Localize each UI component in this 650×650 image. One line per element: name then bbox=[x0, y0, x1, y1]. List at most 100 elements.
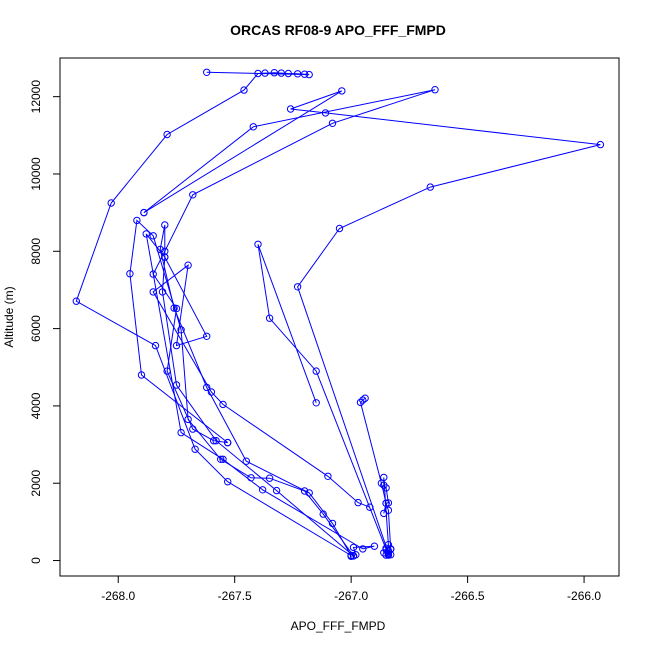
data-point bbox=[72, 297, 81, 305]
y-tick-label: 10000 bbox=[29, 157, 43, 191]
y-tick-label: 8000 bbox=[29, 238, 43, 265]
series-line bbox=[145, 233, 375, 557]
y-tick-label: 6000 bbox=[29, 315, 43, 342]
x-tick-label: -267.5 bbox=[218, 589, 252, 603]
y-tick-label: 2000 bbox=[29, 470, 43, 497]
series-group bbox=[254, 240, 393, 559]
data-point bbox=[217, 455, 225, 463]
data-point bbox=[431, 86, 439, 94]
data-point bbox=[305, 70, 313, 79]
data-point bbox=[212, 437, 220, 445]
data-point bbox=[219, 400, 227, 409]
x-tick-label: -268.0 bbox=[101, 589, 135, 603]
data-point bbox=[184, 415, 192, 424]
data-point bbox=[249, 123, 258, 131]
x-axis: -268.0 -267.5 -267.0 -266.5 -266.0 bbox=[101, 575, 601, 603]
data-point bbox=[189, 191, 197, 199]
data-point bbox=[242, 457, 251, 465]
data-point bbox=[163, 367, 171, 375]
data-point bbox=[293, 283, 302, 291]
data-point bbox=[286, 105, 295, 113]
data-point bbox=[338, 87, 346, 95]
series-line bbox=[75, 71, 352, 556]
data-point bbox=[359, 396, 367, 404]
data-point bbox=[224, 478, 232, 486]
data-point bbox=[247, 474, 255, 482]
data-point bbox=[203, 68, 211, 77]
data-point bbox=[356, 398, 365, 407]
data-point bbox=[328, 519, 337, 528]
series-line bbox=[359, 397, 392, 549]
data-layer bbox=[72, 68, 605, 560]
data-point bbox=[240, 86, 248, 94]
plot-frame bbox=[59, 57, 620, 577]
data-point bbox=[265, 474, 274, 482]
data-point bbox=[161, 221, 169, 229]
data-point bbox=[149, 288, 157, 296]
data-point bbox=[163, 130, 171, 139]
data-point bbox=[172, 341, 181, 350]
data-point bbox=[107, 199, 115, 207]
data-point bbox=[156, 245, 164, 254]
x-tick-label: -267.0 bbox=[334, 589, 368, 603]
data-point bbox=[126, 270, 134, 278]
data-point bbox=[149, 270, 157, 278]
chart-title: ORCAS RF08-9 APO_FFF_FMPD bbox=[230, 22, 446, 38]
data-point bbox=[349, 543, 358, 552]
data-point bbox=[151, 341, 160, 350]
series-group bbox=[126, 216, 358, 560]
series-group bbox=[140, 87, 605, 557]
data-point bbox=[219, 455, 227, 463]
series-line bbox=[143, 89, 436, 444]
data-point bbox=[380, 481, 388, 489]
series-group bbox=[72, 68, 355, 560]
data-point bbox=[284, 69, 292, 78]
x-tick-label: -266.5 bbox=[451, 589, 485, 603]
data-point bbox=[142, 230, 150, 238]
x-axis-label: APO_FFF_FMPD bbox=[291, 619, 386, 633]
data-point bbox=[361, 394, 369, 402]
series-group bbox=[356, 394, 395, 553]
data-point bbox=[191, 445, 199, 453]
data-point bbox=[170, 304, 178, 312]
data-point bbox=[133, 216, 141, 225]
data-point bbox=[177, 326, 185, 334]
data-point bbox=[328, 119, 337, 128]
data-point bbox=[384, 506, 393, 514]
data-point bbox=[359, 545, 367, 553]
data-point bbox=[270, 69, 278, 77]
data-point bbox=[158, 288, 167, 296]
y-axis: 0 2000 4000 6000 8000 10000 12000 bbox=[29, 80, 61, 564]
data-point bbox=[312, 367, 320, 375]
data-point bbox=[387, 545, 395, 553]
x-tick-label: -266.0 bbox=[567, 589, 601, 603]
data-point bbox=[377, 479, 386, 487]
data-point bbox=[261, 69, 269, 77]
data-point bbox=[382, 499, 390, 507]
data-point bbox=[300, 70, 309, 78]
y-tick-label: 12000 bbox=[29, 80, 43, 114]
y-axis-label: Altitude (m) bbox=[2, 286, 16, 347]
data-point bbox=[293, 70, 302, 78]
series-line bbox=[159, 224, 354, 557]
y-tick-label: 0 bbox=[29, 557, 43, 564]
data-point bbox=[347, 551, 355, 560]
data-point bbox=[370, 542, 379, 550]
data-point bbox=[224, 438, 232, 447]
data-point bbox=[254, 69, 262, 78]
data-point bbox=[149, 232, 157, 240]
data-point bbox=[203, 332, 211, 340]
data-point bbox=[335, 224, 344, 233]
series-line bbox=[257, 244, 389, 556]
data-point bbox=[203, 383, 211, 392]
data-point bbox=[426, 183, 434, 191]
data-point bbox=[312, 399, 320, 407]
y-tick-label: 4000 bbox=[29, 392, 43, 419]
data-point bbox=[384, 549, 393, 557]
data-point bbox=[140, 208, 148, 217]
data-point bbox=[172, 381, 181, 389]
data-point bbox=[177, 428, 185, 437]
series-line bbox=[143, 90, 601, 554]
series-group bbox=[156, 221, 358, 560]
data-point bbox=[254, 240, 262, 249]
